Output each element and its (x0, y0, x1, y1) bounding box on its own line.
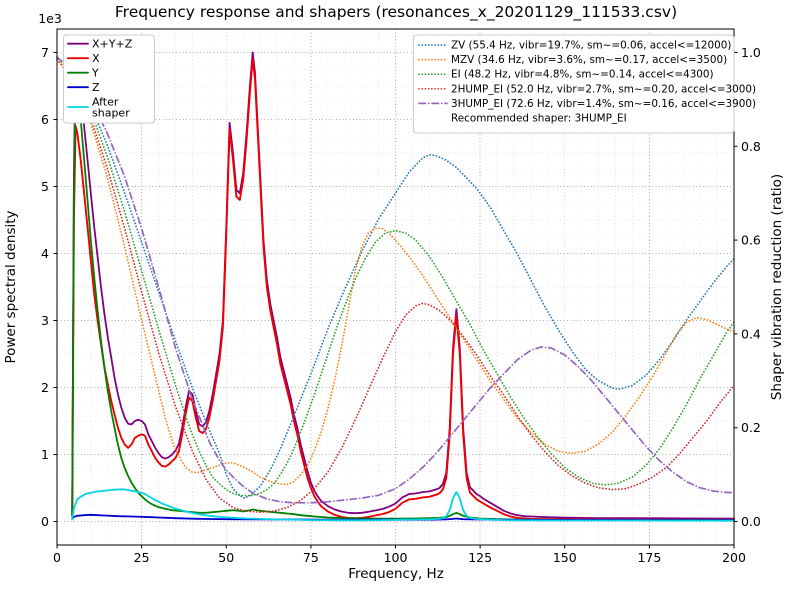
legend-label-psd-after-shaper: After (92, 96, 119, 109)
legend-label-shaper-ei: EI (48.2 Hz, vibr=4.8%, sm~=0.14, accel<… (451, 69, 714, 81)
y-right-tick-label: 0.8 (741, 139, 761, 154)
y-right-tick-label: 1.0 (741, 45, 761, 60)
y-left-tick-label: 4 (41, 246, 49, 261)
legend-label-psd-y: Y (91, 67, 99, 80)
x-tick-label: 75 (303, 550, 319, 565)
legend-label-psd-x: X (92, 52, 100, 65)
series-shaper-3hump-ei (56, 56, 735, 504)
y-right-tick-label: 0.6 (741, 233, 761, 248)
legend-label-shaper-2hump-ei: 2HUMP_EI (52.0 Hz, vibr=2.7%, sm~=0.20, … (451, 83, 756, 95)
y-axis-offset-label: 1e3 (38, 11, 62, 26)
y-right-tick-label: 0.4 (741, 326, 761, 341)
x-tick-label: 175 (637, 550, 661, 565)
y-left-tick-label: 0 (41, 514, 49, 529)
x-tick-label: 200 (722, 550, 746, 565)
series-shaper-2hump-ei (56, 58, 735, 514)
series-shaper-ei (56, 56, 735, 497)
axes-layer: 0 25 50 75 100 125 150 175 200 0 1 2 3 4 5 6 7 0.0 0.2 0.4 0… (41, 28, 761, 565)
x-axis-label: Frequency, Hz (348, 566, 444, 582)
y-left-tick-label: 7 (41, 45, 49, 60)
series-psd-y (71, 81, 735, 522)
x-tick-label: 125 (468, 550, 492, 565)
series-psd-after-shaper (71, 488, 735, 522)
y-left-tick-label: 6 (41, 112, 49, 127)
legend-label-psd-after-shaper: shaper (92, 107, 130, 120)
x-tick-label: 25 (134, 550, 150, 565)
legend-shapers-box (413, 34, 735, 134)
x-tick-label: 100 (384, 550, 408, 565)
y-right-tick-label: 0.0 (741, 514, 761, 529)
y-left-tick-label: 2 (41, 380, 49, 395)
legend-psd-box (63, 34, 155, 124)
y-axis-label-left: Power spectral density (3, 210, 19, 363)
y-left-tick-label: 1 (41, 447, 49, 462)
legend-label-shaper-mzv: MZV (34.6 Hz, vibr=3.6%, sm~=0.17, accel… (451, 54, 727, 66)
recommended-shaper-note: Recommended shaper: 3HUMP_EI (451, 113, 627, 125)
x-tick-label: 50 (218, 550, 234, 565)
legend-label-shaper-3hump-ei: 3HUMP_EI (72.6 Hz, vibr=1.4%, sm~=0.16, … (451, 98, 756, 110)
y-left-tick-label: 3 (41, 313, 49, 328)
x-tick-label: 0 (53, 550, 61, 565)
legend-label-psd-sum: X+Y+Z (92, 38, 133, 51)
chart-title: Frequency response and shapers (resonanc… (115, 3, 677, 22)
series-layer (56, 51, 735, 522)
legend-label-shaper-zv: ZV (55.4 Hz, vibr=19.7%, sm~=0.06, accel… (451, 40, 731, 52)
y-right-tick-label: 0.2 (741, 420, 761, 435)
y-left-tick-label: 5 (41, 179, 49, 194)
series-shaper-mzv (56, 58, 735, 486)
y-axis-label-right: Shaper vibration reduction (ratio) (769, 174, 785, 400)
legend-label-psd-z: Z (92, 81, 100, 94)
x-tick-label: 150 (553, 550, 577, 565)
